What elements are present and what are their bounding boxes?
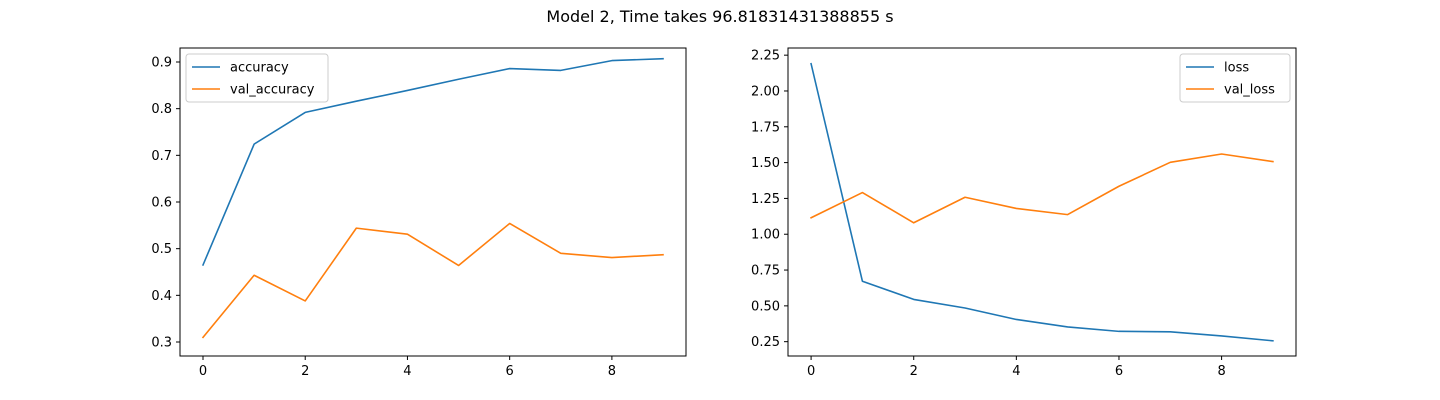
series-line-loss [810, 62, 1274, 342]
legend-box [185, 53, 329, 103]
y-tick-label: 0.8 [151, 102, 172, 117]
legend-label-val_accuracy: val_accuracy [230, 83, 315, 98]
accuracy-plot: 0 2 4 6 8 0.3 0.4 0.5 0.6 0.7 0.8 0.9 accuracy val_ac… [151, 47, 687, 379]
figure-title: Model 2, Time takes 96.81831431388855 s [546, 7, 893, 26]
x-tick-label: 6 [1115, 364, 1123, 379]
y-tick-label: 1.25 [751, 192, 780, 207]
y-tick-label: 0.5 [151, 242, 172, 257]
y-tick-label: 0.3 [151, 336, 172, 351]
loss-plot: 0 2 4 6 8 0.25 0.50 0.75 1.00 1.25 1.50 1.75 2.00 2.2… [751, 47, 1297, 379]
y-tick-label: 0.75 [751, 264, 780, 279]
x-tick-label: 2 [910, 364, 918, 379]
x-tick-label: 0 [807, 364, 815, 379]
y-tick-label: 0.4 [151, 289, 172, 304]
x-tick-label: 4 [403, 364, 411, 379]
series-line-val_accuracy [201, 222, 664, 339]
legend-label-val_loss: val_loss [1224, 83, 1275, 98]
y-tick-label: 1.00 [751, 228, 780, 243]
series-line-accuracy [201, 57, 664, 267]
x-tick-label: 0 [199, 364, 207, 379]
legend: loss val_loss [1179, 53, 1291, 103]
x-tick-label: 8 [608, 364, 616, 379]
legend: accuracy val_accuracy [185, 53, 329, 103]
y-tick-label: 0.7 [151, 149, 172, 164]
legend-label-loss: loss [1224, 61, 1249, 76]
y-tick-label: 0.25 [751, 335, 780, 350]
y-tick-label: 2.00 [751, 84, 780, 99]
y-tick-label: 0.9 [151, 56, 172, 71]
plot-frame [787, 47, 1297, 357]
x-tick-label: 6 [506, 364, 514, 379]
x-tick-label: 4 [1012, 364, 1020, 379]
y-tick-label: 1.50 [751, 156, 780, 171]
y-tick-label: 0.50 [751, 299, 780, 314]
y-tick-label: 2.25 [751, 49, 780, 64]
series-line-val_loss [810, 153, 1274, 224]
x-tick-label: 8 [1217, 364, 1225, 379]
x-tick-label: 2 [301, 364, 309, 379]
y-tick-label: 0.6 [151, 196, 172, 211]
y-tick-label: 1.75 [751, 120, 780, 135]
legend-box [1179, 53, 1291, 103]
legend-label-accuracy: accuracy [230, 61, 289, 76]
